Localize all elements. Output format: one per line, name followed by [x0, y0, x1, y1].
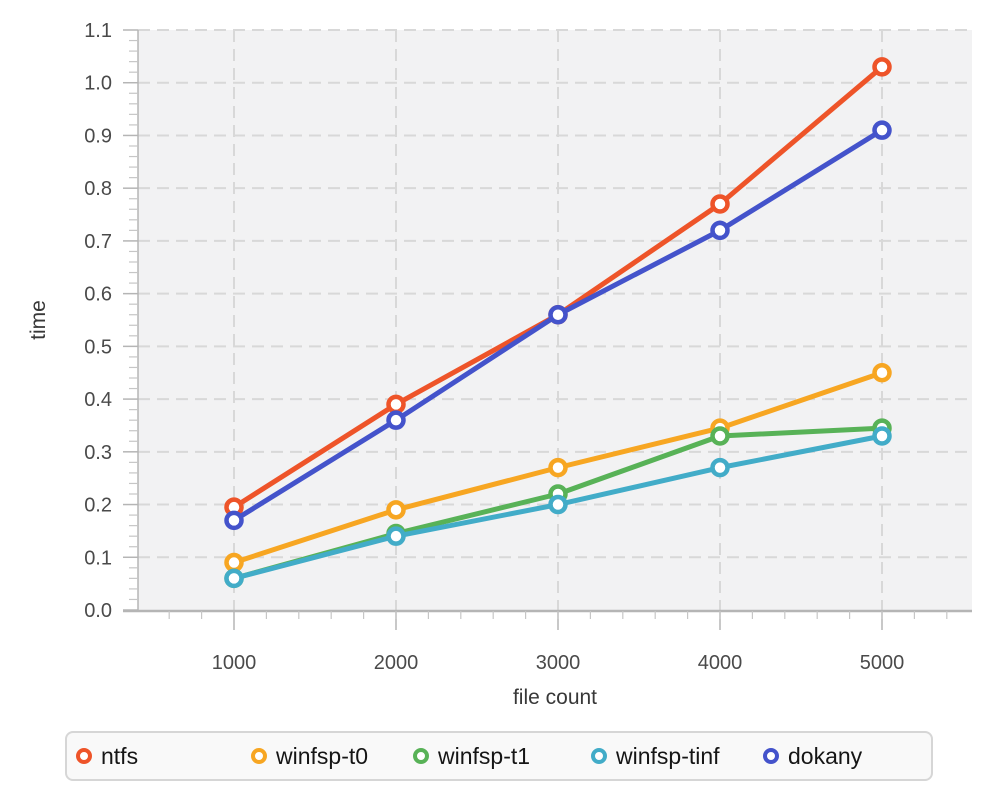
data-point-winfsp-t0	[224, 552, 244, 573]
data-point-winfsp-t0	[548, 457, 568, 478]
legend-ring-icon	[413, 748, 429, 764]
x-tick-label: 3000	[536, 652, 581, 674]
data-point-dokany	[386, 410, 406, 430]
legend-ring-icon	[763, 748, 779, 764]
data-point-dokany	[548, 304, 568, 325]
legend-ring-icon	[251, 748, 267, 764]
x-tick-label: 5000	[860, 652, 905, 674]
legend-item-winfsp-t0[interactable]: winfsp-t0	[251, 733, 368, 779]
y-tick-label: 0.1	[84, 547, 112, 569]
y-tick-label: 1.0	[84, 73, 112, 95]
x-axis-title: file count	[513, 686, 597, 709]
data-point-winfsp-tinf	[548, 494, 568, 515]
legend-label: winfsp-tinf	[616, 742, 720, 769]
data-point-ntfs	[872, 57, 892, 77]
data-point-ntfs	[386, 394, 406, 415]
data-point-dokany	[224, 510, 244, 531]
legend-ring-icon	[76, 748, 92, 764]
y-axis-title: time	[27, 300, 50, 340]
y-tick-label: 1.1	[84, 20, 112, 42]
data-point-dokany	[872, 120, 892, 140]
legend-item-dokany[interactable]: dokany	[763, 733, 862, 779]
legend-label: dokany	[788, 742, 863, 769]
y-tick-label: 0.8	[84, 178, 112, 200]
plot-area: 0.0 0.1 0.2 0.3 0.4 0.5 0.6 0.7 0.8 0.9 1.0 1.1 1000…	[27, 20, 972, 709]
legend-ring-icon	[591, 748, 607, 764]
y-tick-label: 0.2	[84, 495, 112, 517]
y-tick-label: 0.0	[84, 600, 112, 622]
legend-label: winfsp-t1	[438, 742, 531, 769]
series-winfsp-t0	[224, 362, 892, 573]
data-point-dokany	[710, 220, 730, 241]
y-tick-label: 0.6	[84, 284, 112, 306]
data-point-winfsp-tinf	[710, 457, 730, 478]
y-tick-label: 0.5	[84, 336, 112, 358]
legend-item-winfsp-t1[interactable]: winfsp-t1	[413, 733, 530, 779]
data-point-winfsp-t0	[386, 500, 406, 520]
x-tick-label: 2000	[374, 652, 419, 674]
y-tick-label: 0.9	[84, 125, 112, 147]
y-tick-label: 0.3	[84, 442, 112, 464]
data-point-ntfs	[710, 194, 730, 214]
y-tick-label: 0.4	[84, 389, 112, 411]
legend-label: ntfs	[101, 742, 139, 769]
data-point-winfsp-tinf	[224, 568, 244, 589]
legend-item-winfsp-tinf[interactable]: winfsp-tinf	[591, 733, 720, 779]
data-point-winfsp-t1	[710, 426, 730, 446]
series-winfsp-tinf	[224, 426, 892, 589]
y-tick-label: 0.7	[84, 231, 112, 253]
legend-label: winfsp-t0	[276, 742, 369, 769]
legend-item-ntfs[interactable]: ntfs	[76, 733, 138, 779]
x-tick-label: 1000	[212, 652, 257, 674]
x-tick-label: 4000	[698, 652, 743, 674]
chart-legend: ntfs winfsp-t0 winfsp-t1 winfsp-tinf dokany	[65, 731, 933, 781]
series-dokany	[224, 120, 892, 531]
data-point-winfsp-tinf	[872, 426, 892, 446]
data-point-winfsp-tinf	[386, 526, 406, 546]
data-point-winfsp-t0	[872, 362, 892, 383]
